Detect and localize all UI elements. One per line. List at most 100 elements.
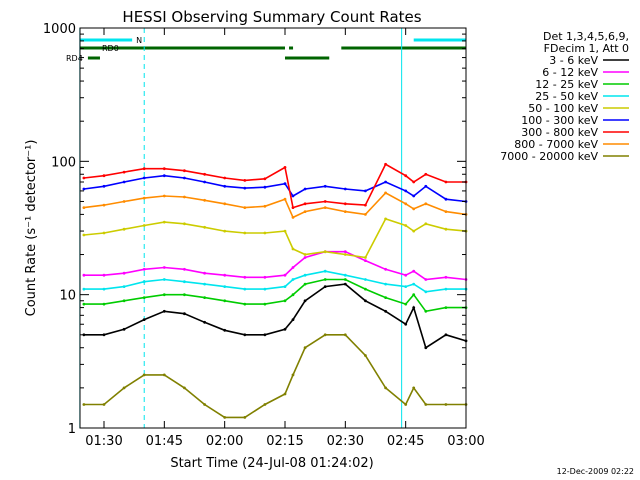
data-point bbox=[343, 250, 347, 254]
data-point bbox=[162, 373, 166, 377]
x-tick-label: 02:00 bbox=[206, 434, 243, 449]
flag-bars: N RD0 RD4 bbox=[66, 36, 466, 63]
data-point bbox=[364, 299, 367, 303]
legend-label: 800 - 7000 keV bbox=[514, 138, 598, 151]
data-point bbox=[412, 207, 416, 211]
data-point bbox=[303, 187, 307, 191]
data-point bbox=[203, 282, 207, 286]
data-point bbox=[203, 198, 207, 202]
legend: Det 1,3,4,5,6,9,FDecim 1, Att 03 - 6 keV… bbox=[500, 30, 629, 163]
data-point bbox=[183, 386, 186, 390]
data-point bbox=[412, 194, 416, 198]
x-axis-ticks: 01:30 01:45 02:00 02:15 02:30 02:45 03:00 bbox=[85, 28, 485, 449]
data-point bbox=[142, 176, 146, 180]
data-point bbox=[102, 184, 106, 188]
data-point bbox=[303, 282, 307, 286]
data-point bbox=[142, 296, 146, 299]
data-point bbox=[303, 256, 307, 259]
data-point bbox=[384, 162, 387, 166]
legend-label: 300 - 800 keV bbox=[521, 126, 598, 139]
data-point bbox=[424, 278, 428, 281]
data-point bbox=[122, 327, 126, 331]
data-point bbox=[82, 176, 86, 180]
data-point bbox=[343, 273, 347, 277]
data-point bbox=[223, 273, 227, 277]
data-point bbox=[223, 202, 227, 206]
data-point bbox=[412, 306, 416, 309]
data-point bbox=[122, 271, 126, 275]
data-point bbox=[283, 285, 287, 288]
data-point bbox=[142, 196, 146, 200]
data-point bbox=[162, 174, 166, 178]
data-point bbox=[424, 346, 428, 350]
data-point bbox=[283, 166, 287, 169]
data-point bbox=[183, 176, 186, 180]
series-group bbox=[82, 162, 468, 419]
data-point bbox=[424, 184, 428, 188]
data-point bbox=[263, 204, 267, 208]
data-point bbox=[444, 333, 448, 337]
data-point bbox=[82, 403, 86, 406]
data-point bbox=[263, 333, 267, 337]
data-point bbox=[291, 318, 295, 321]
data-point bbox=[82, 302, 86, 306]
legend-label: 12 - 25 keV bbox=[535, 78, 598, 91]
y-tick-label: 10 bbox=[59, 289, 76, 304]
data-point bbox=[203, 180, 207, 184]
data-point bbox=[122, 200, 126, 203]
data-point bbox=[243, 416, 247, 419]
data-point bbox=[424, 222, 428, 226]
data-point bbox=[424, 309, 428, 313]
data-point bbox=[404, 273, 408, 277]
data-point bbox=[364, 256, 367, 259]
x-tick-label: 01:30 bbox=[85, 434, 122, 449]
data-point bbox=[291, 373, 295, 377]
data-point bbox=[364, 278, 367, 281]
data-point bbox=[323, 184, 327, 188]
data-point bbox=[183, 267, 186, 271]
data-point bbox=[162, 194, 166, 198]
data-point bbox=[303, 273, 307, 277]
legend-header-line: Det 1,3,4,5,6,9, bbox=[543, 30, 629, 43]
timestamp: 12-Dec-2009 02:22 bbox=[557, 467, 634, 476]
series-line-7 bbox=[83, 191, 467, 219]
data-point bbox=[283, 327, 287, 331]
data-point bbox=[303, 253, 307, 256]
series-line-8 bbox=[83, 333, 466, 419]
series-line-1 bbox=[83, 250, 467, 281]
series-line-4 bbox=[83, 217, 467, 259]
data-point bbox=[203, 225, 207, 229]
data-point bbox=[343, 210, 347, 214]
data-point bbox=[223, 229, 227, 233]
data-point bbox=[343, 282, 347, 286]
data-point bbox=[412, 269, 416, 273]
data-point bbox=[384, 386, 387, 390]
data-point bbox=[243, 275, 247, 279]
data-point bbox=[223, 299, 227, 303]
data-point bbox=[122, 386, 126, 390]
data-point bbox=[142, 167, 146, 171]
data-point bbox=[183, 312, 186, 316]
data-point bbox=[142, 224, 146, 227]
data-point bbox=[102, 203, 106, 207]
data-point bbox=[424, 403, 428, 406]
data-point bbox=[343, 333, 347, 337]
data-point bbox=[404, 322, 408, 326]
data-point bbox=[291, 194, 295, 198]
data-point bbox=[223, 184, 227, 188]
data-point bbox=[323, 278, 327, 281]
data-point bbox=[343, 187, 347, 191]
data-point bbox=[384, 217, 387, 221]
data-point bbox=[142, 318, 146, 321]
data-point bbox=[364, 203, 367, 207]
data-point bbox=[444, 275, 448, 279]
data-point bbox=[122, 170, 126, 174]
data-point bbox=[412, 229, 416, 233]
data-point bbox=[203, 403, 207, 406]
data-point bbox=[243, 186, 247, 190]
series-line-0 bbox=[83, 283, 467, 349]
chart-title: HESSI Observing Summary Count Rates bbox=[122, 8, 421, 26]
data-point bbox=[323, 206, 327, 210]
legend-label: 3 - 6 keV bbox=[549, 54, 598, 67]
data-point bbox=[263, 287, 267, 291]
